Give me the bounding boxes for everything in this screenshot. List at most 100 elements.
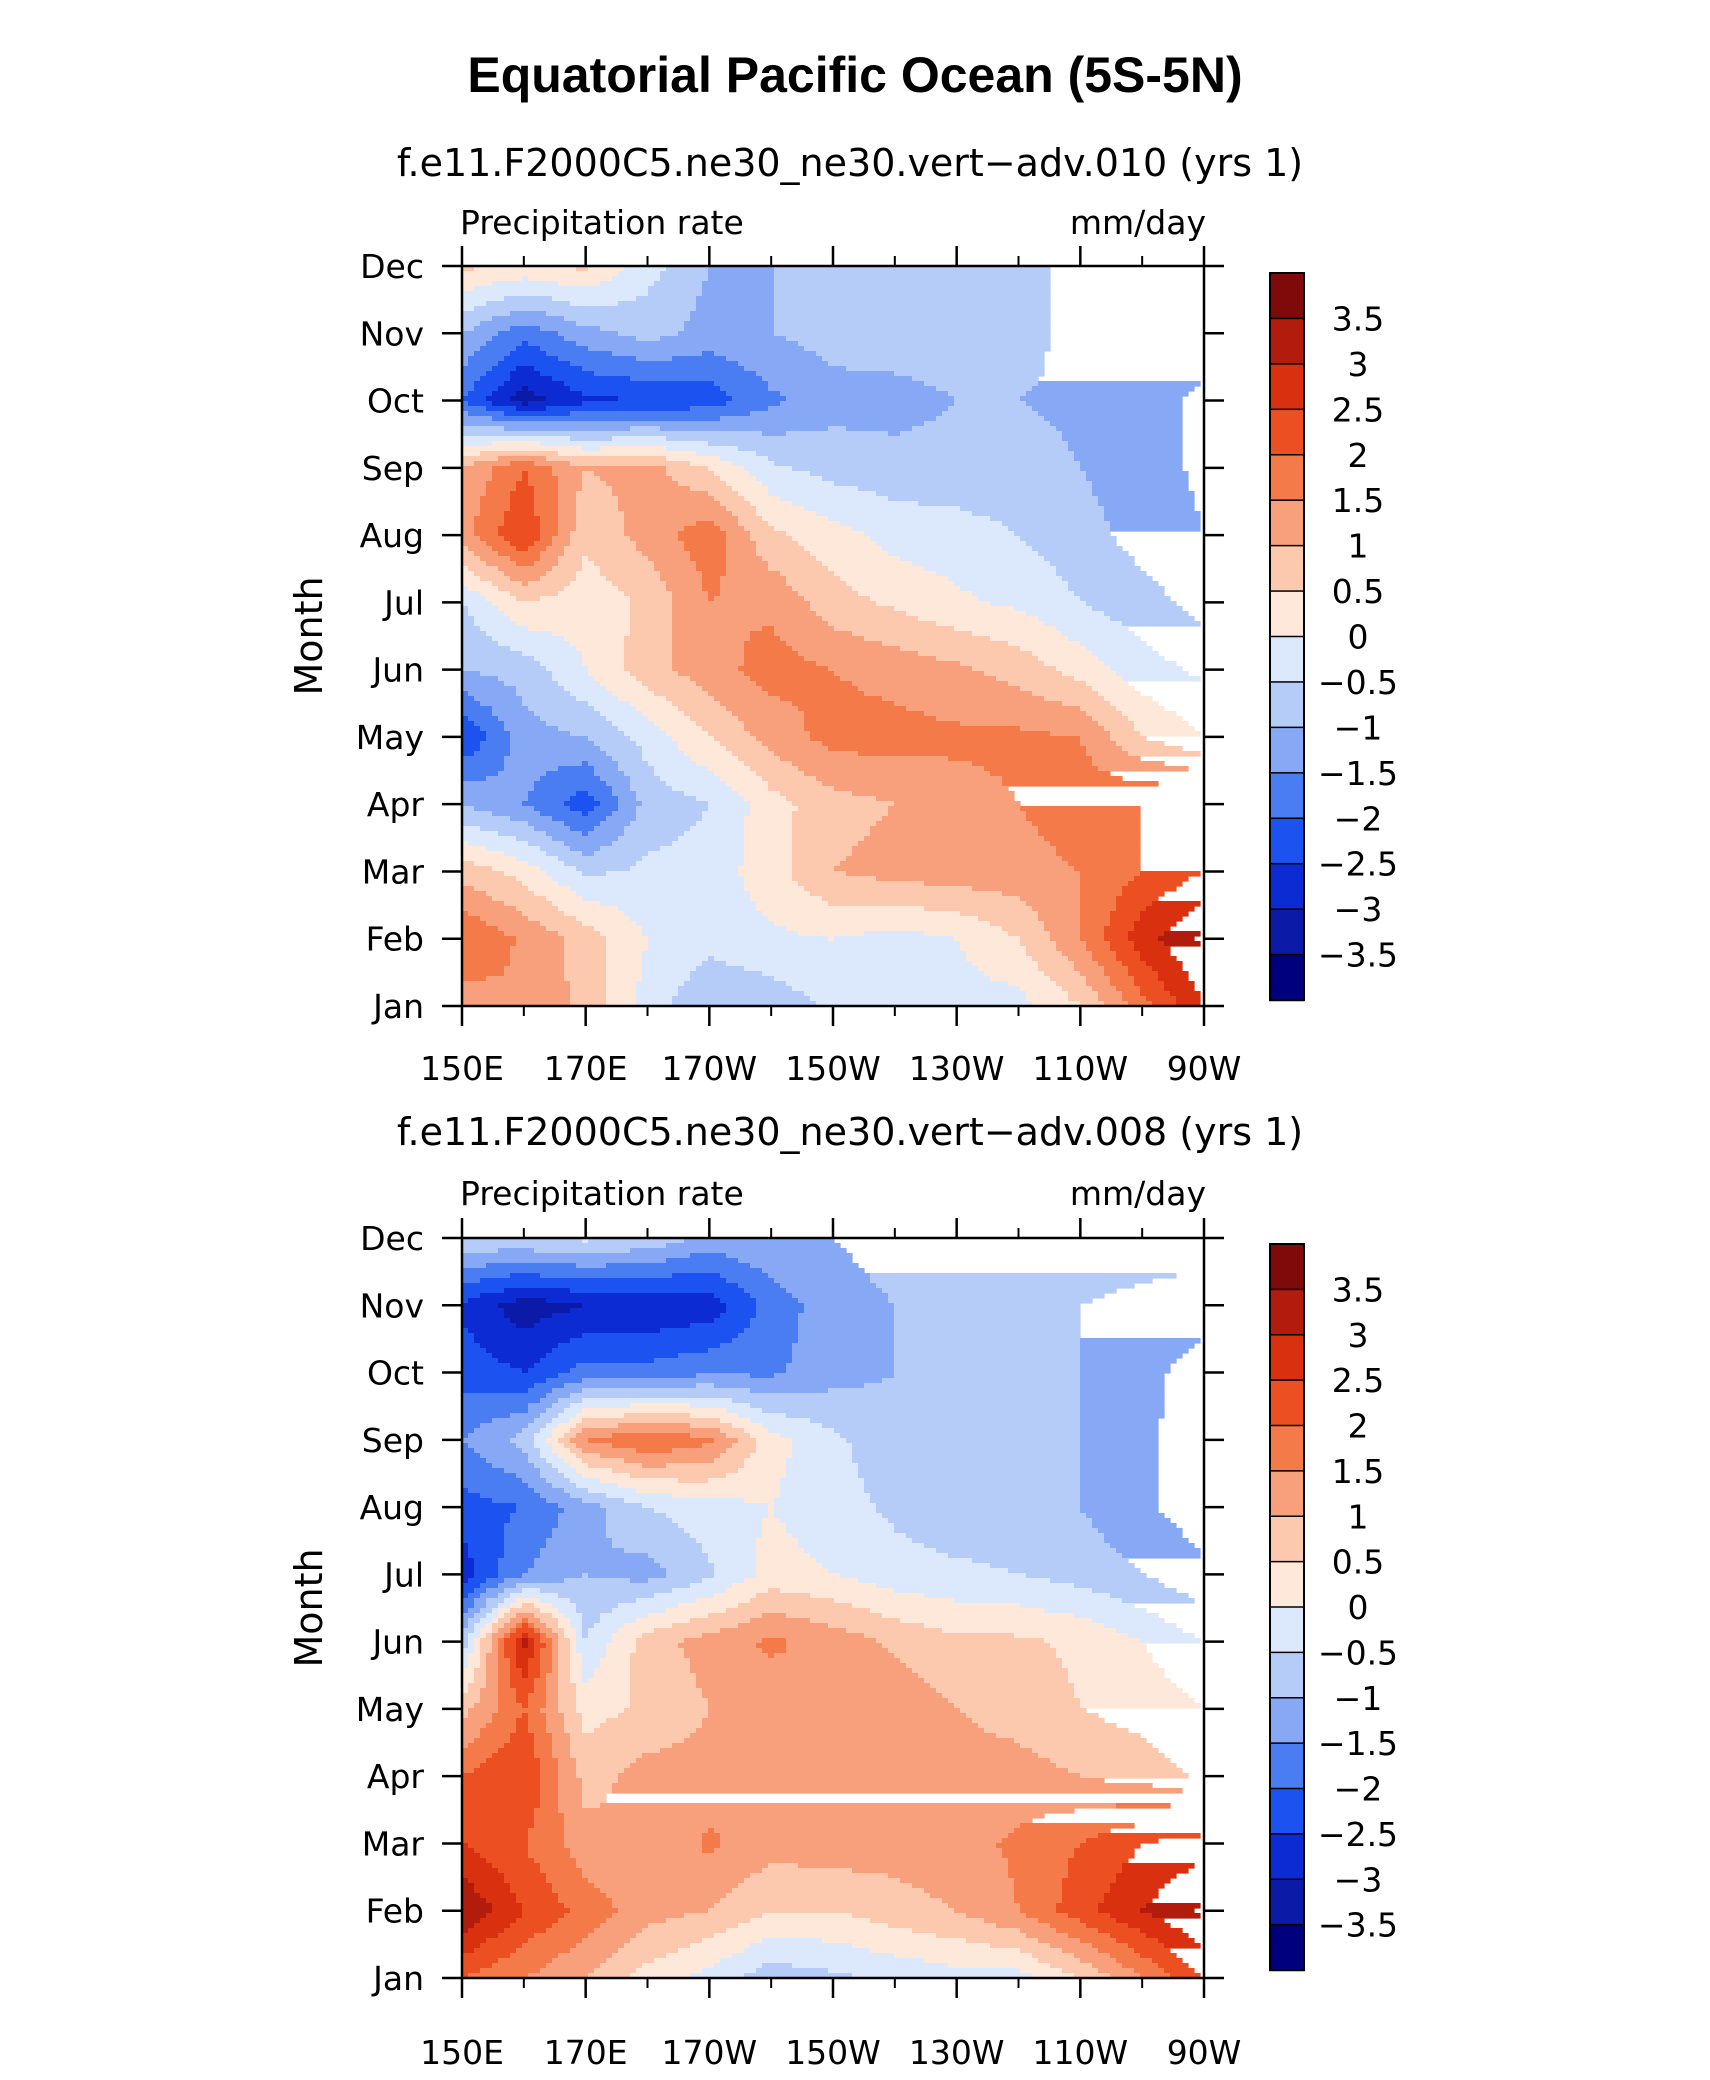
contour-cell — [738, 791, 781, 797]
contour-cell — [726, 1278, 775, 1284]
contour-cell — [462, 1573, 475, 1579]
contour-cell — [540, 1663, 553, 1669]
contour-cell — [462, 1583, 481, 1589]
contour-cell — [972, 666, 1057, 672]
contour-cell — [780, 1493, 871, 1499]
contour-cell — [1038, 826, 1141, 832]
contour-cell — [690, 551, 727, 557]
contour-cell — [762, 1613, 787, 1619]
contour-cell — [522, 1638, 529, 1644]
contour-cell — [666, 1258, 739, 1264]
contour-cell — [792, 1358, 895, 1364]
contour-cell — [468, 391, 493, 397]
contour-cell — [558, 1693, 577, 1699]
contour-cell — [462, 501, 481, 507]
contour-cell — [474, 861, 529, 867]
contour-cell — [636, 811, 703, 817]
contour-cell — [510, 556, 541, 562]
contour-cell — [504, 901, 553, 907]
contour-cell — [570, 1853, 1003, 1859]
contour-cell — [588, 736, 631, 742]
contour-cell — [612, 1543, 703, 1549]
contour-cell — [588, 1633, 613, 1639]
contour-cell — [510, 576, 541, 582]
contour-cell — [534, 1418, 553, 1424]
contour-cell — [522, 881, 559, 887]
contour-cell — [1080, 906, 1117, 912]
contour-cell — [522, 651, 583, 657]
contour-cell — [1152, 1913, 1201, 1919]
contour-cell — [756, 1568, 829, 1574]
colorbar-label: 2.5 — [1332, 390, 1384, 429]
contour-cell — [558, 1708, 577, 1714]
contour-cell — [462, 1613, 475, 1619]
contour-cell — [570, 981, 607, 987]
contour-cell — [516, 1698, 529, 1704]
contour-cell — [600, 1453, 721, 1459]
contour-cell — [1104, 516, 1201, 522]
contour-cell — [528, 1368, 571, 1374]
contour-cell — [1044, 921, 1081, 927]
contour-cell — [792, 1963, 949, 1969]
contour-cell — [804, 656, 937, 662]
contour-cell — [1080, 971, 1105, 977]
contour-cell — [612, 841, 673, 847]
contour-cell — [762, 1533, 793, 1539]
contour-cell — [462, 781, 535, 787]
contour-cell — [582, 561, 595, 567]
contour-cell — [804, 991, 1027, 997]
contour-cell — [480, 556, 511, 562]
contour-cell — [564, 636, 625, 642]
contour-cell — [558, 281, 601, 287]
contour-cell — [870, 1948, 1021, 1954]
contour-cell — [462, 1703, 475, 1709]
contour-cell — [522, 1478, 547, 1484]
contour-cell — [1080, 1408, 1165, 1414]
contour-cell — [468, 356, 505, 362]
contour-cell — [966, 1913, 1027, 1919]
contour-cell — [582, 1633, 589, 1639]
contour-cell — [534, 1748, 553, 1754]
contour-cell — [1104, 511, 1201, 517]
contour-cell — [780, 401, 955, 407]
contour-cell — [960, 941, 1021, 947]
contour-cell — [630, 1658, 691, 1664]
contour-cell — [750, 471, 811, 477]
contour-cell — [1056, 1928, 1099, 1934]
y-tick-label: Jan — [371, 1959, 424, 1998]
contour-cell — [762, 1528, 787, 1534]
contour-cell — [1092, 1588, 1177, 1594]
contour-cell — [540, 1778, 559, 1784]
contour-cell — [510, 1683, 535, 1689]
contour-cell — [696, 721, 745, 727]
contour-cell — [990, 1563, 1135, 1569]
contour-cell — [1068, 1868, 1123, 1874]
contour-cell — [648, 936, 829, 942]
contour-cell — [708, 1703, 955, 1709]
contour-cell — [552, 1653, 559, 1659]
contour-cell — [540, 536, 553, 542]
contour-cell — [1062, 1898, 1105, 1904]
contour-cell — [600, 1478, 679, 1484]
contour-cell — [474, 1848, 529, 1854]
contour-cell — [462, 1648, 475, 1654]
contour-cell — [462, 1568, 475, 1574]
contour-cell — [720, 1343, 793, 1349]
contour-cell — [798, 341, 1051, 347]
contour-cell — [576, 1688, 631, 1694]
contour-cell — [498, 1248, 535, 1254]
contour-cell — [756, 476, 823, 482]
contour-cell — [1050, 561, 1135, 567]
contour-cell — [690, 756, 739, 762]
contour-cell — [516, 1898, 559, 1904]
colorbar-box — [1269, 1288, 1305, 1336]
contour-cell — [564, 1508, 607, 1514]
contour-cell — [498, 716, 541, 722]
colorbar-box — [1269, 1560, 1305, 1609]
contour-cell — [582, 1458, 625, 1464]
contour-cell — [510, 501, 535, 507]
contour-cell — [588, 831, 625, 837]
contour-cell — [636, 1648, 685, 1654]
contour-cell — [1080, 871, 1141, 877]
contour-cell — [576, 1453, 601, 1459]
